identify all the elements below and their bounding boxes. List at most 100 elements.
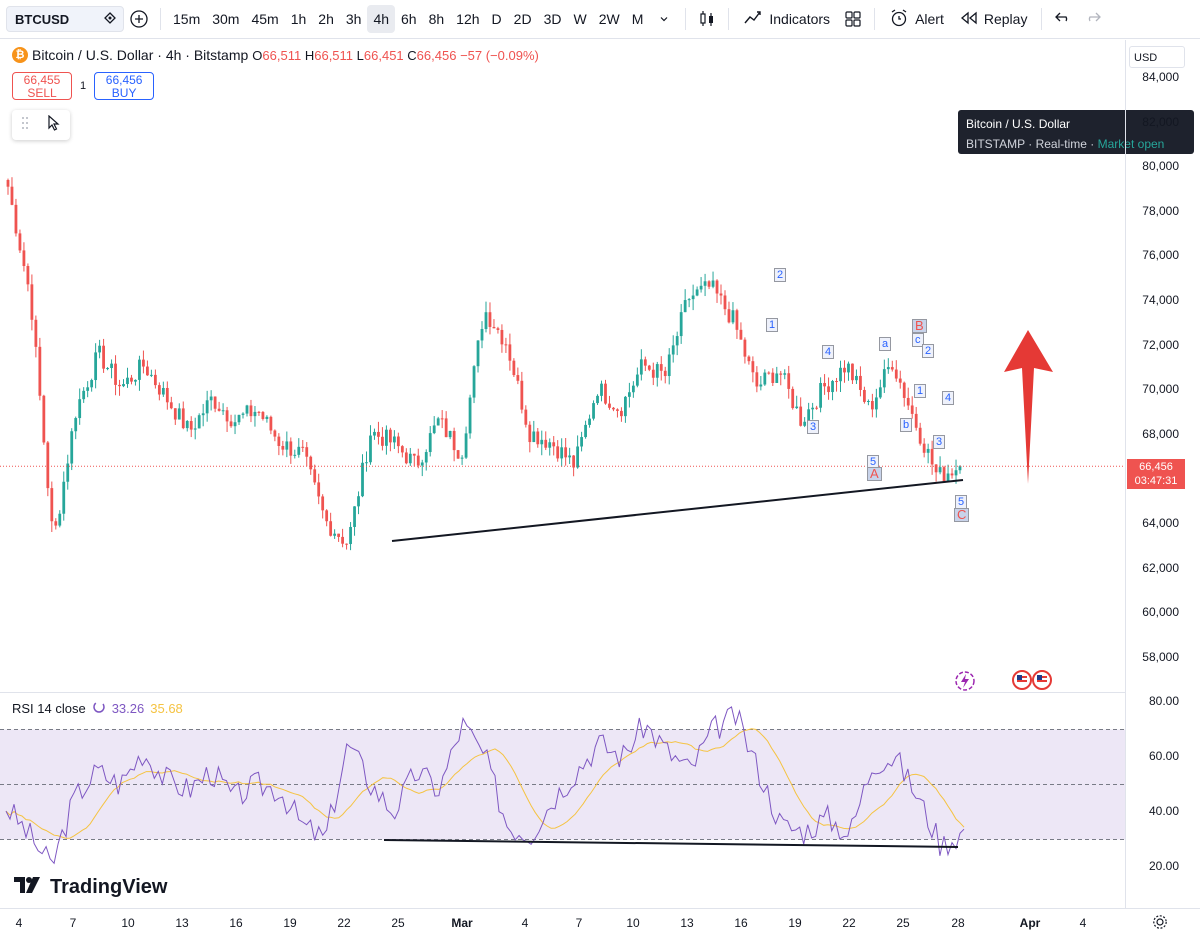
tradingview-logo[interactable]: TradingView xyxy=(14,876,167,899)
timeframe-4h[interactable]: 4h xyxy=(367,5,396,33)
replay-button[interactable]: Replay xyxy=(952,4,1036,34)
alert-button[interactable]: Alert xyxy=(881,4,952,34)
candle-body xyxy=(699,285,703,290)
candle-body xyxy=(922,443,926,453)
undo-icon[interactable] xyxy=(1048,4,1078,34)
symbol-search[interactable]: BTCUSD xyxy=(6,6,124,32)
candle-body xyxy=(528,424,532,443)
candle-body xyxy=(627,392,631,397)
flash-event-icon[interactable] xyxy=(954,670,976,697)
timeframe-3d[interactable]: 3D xyxy=(543,11,562,27)
chevron-down-icon[interactable] xyxy=(649,4,679,34)
timeframe-30m[interactable]: 30m xyxy=(212,11,240,27)
candle-body xyxy=(173,408,177,420)
candle-body xyxy=(910,405,914,414)
candle-body xyxy=(257,411,261,413)
candle-body xyxy=(651,369,655,378)
candle-body xyxy=(385,429,388,446)
timeframe-d[interactable]: D xyxy=(491,11,502,27)
close-label: C xyxy=(407,47,417,63)
up-arrow-drawing xyxy=(1004,330,1053,484)
candle-body xyxy=(269,416,273,431)
time-axis[interactable]: 4 7 10 13 16 19 22 25 Mar 4 7 10 13 16 19 22 25 28 Apr 4 xyxy=(0,908,1200,937)
candle-body xyxy=(659,364,663,371)
wave-label[interactable]: 4 xyxy=(942,391,955,405)
tradingview-wordmark: TradingView xyxy=(50,876,168,898)
timeframe-3h[interactable]: 3h xyxy=(345,11,362,27)
candle-body xyxy=(201,413,205,416)
templates-grid-icon[interactable] xyxy=(838,4,868,34)
timeframe-45m[interactable]: 45m xyxy=(251,11,279,27)
candle-body xyxy=(580,437,583,447)
bar-countdown: 03:47:31 xyxy=(1134,475,1178,487)
candle-body xyxy=(18,233,22,251)
wave-label[interactable]: 3 xyxy=(933,435,946,449)
cursor-arrow-icon[interactable] xyxy=(47,114,61,136)
timeframe-1h[interactable]: 1h xyxy=(290,11,307,27)
wave-label[interactable]: 4 xyxy=(822,345,835,359)
timeframe-12h[interactable]: 12h xyxy=(456,11,480,27)
timeframe-w[interactable]: W xyxy=(573,11,587,27)
timeframe-m[interactable]: M xyxy=(631,11,644,27)
bitcoin-logo-icon: ₿ xyxy=(12,47,28,63)
wave-label[interactable]: 3 xyxy=(807,420,820,434)
wave-label[interactable]: A xyxy=(867,467,882,481)
price-axis-label: 62,000 xyxy=(1142,560,1179,575)
candle-body xyxy=(472,366,476,398)
currency-selector[interactable]: USD xyxy=(1129,46,1185,68)
timeframe-15m[interactable]: 15m xyxy=(173,11,201,27)
candle-body xyxy=(253,411,257,417)
change-value: −57 (−0.09%) xyxy=(460,47,539,63)
add-symbol-icon[interactable] xyxy=(124,4,154,34)
wave-label[interactable]: 2 xyxy=(774,268,787,282)
candle-body xyxy=(918,427,922,444)
settings-gear-icon[interactable] xyxy=(1152,914,1168,933)
candle-body xyxy=(707,281,711,287)
candle-body xyxy=(655,364,659,378)
candle-body xyxy=(859,375,862,390)
sell-button[interactable]: 66,455 SELL xyxy=(12,72,72,100)
timeframe-8h[interactable]: 8h xyxy=(428,11,445,27)
replay-label: Replay xyxy=(983,11,1028,27)
candle-body xyxy=(890,367,894,370)
candle-body xyxy=(878,387,882,398)
timeframe-2w[interactable]: 2W xyxy=(598,11,620,27)
candle-body xyxy=(225,410,229,422)
drag-handle-icon[interactable] xyxy=(21,116,29,135)
timeframe-2d[interactable]: 2D xyxy=(513,11,532,27)
indicators-button[interactable]: Indicators xyxy=(735,4,838,34)
candle-body xyxy=(683,300,687,313)
candle-body xyxy=(420,462,424,466)
wave-label[interactable]: 2 xyxy=(922,344,935,358)
wave-label[interactable]: c xyxy=(912,333,924,347)
wave-label[interactable]: C xyxy=(954,508,970,522)
pane-divider[interactable] xyxy=(0,692,1125,693)
us-flag-event-icon[interactable] xyxy=(1012,670,1054,695)
price-chart[interactable] xyxy=(0,40,1125,690)
rsi-chart[interactable] xyxy=(0,693,1125,908)
buy-button[interactable]: 66,456 BUY xyxy=(94,72,155,100)
candles-chart-type-icon[interactable] xyxy=(692,4,722,34)
wave-label[interactable]: B xyxy=(912,319,927,333)
candle-body xyxy=(361,462,364,497)
candle-body xyxy=(134,379,137,382)
rsi-title[interactable]: RSI 14 close xyxy=(12,701,86,716)
timeframe-6h[interactable]: 6h xyxy=(401,11,417,27)
wave-label[interactable]: b xyxy=(900,418,913,432)
candle-body xyxy=(643,359,647,366)
wave-label[interactable]: a xyxy=(879,337,892,351)
redo-icon[interactable] xyxy=(1078,4,1108,34)
divider xyxy=(1041,8,1043,30)
wave-label[interactable]: 1 xyxy=(766,318,779,332)
candle-body xyxy=(110,363,113,369)
time-axis-label: 10 xyxy=(626,916,640,930)
candle-body xyxy=(464,433,468,458)
wave-label[interactable]: 1 xyxy=(914,384,927,398)
sell-price: 66,455 xyxy=(23,73,61,87)
rsi-axis-label: 40.00 xyxy=(1148,804,1179,818)
symbol-title[interactable]: Bitcoin / U.S. Dollar · 4h · Bitstamp xyxy=(32,47,249,63)
candle-body xyxy=(520,380,524,410)
timeframe-2h[interactable]: 2h xyxy=(318,11,334,27)
candle-body xyxy=(456,450,460,459)
candle-body xyxy=(620,410,623,417)
